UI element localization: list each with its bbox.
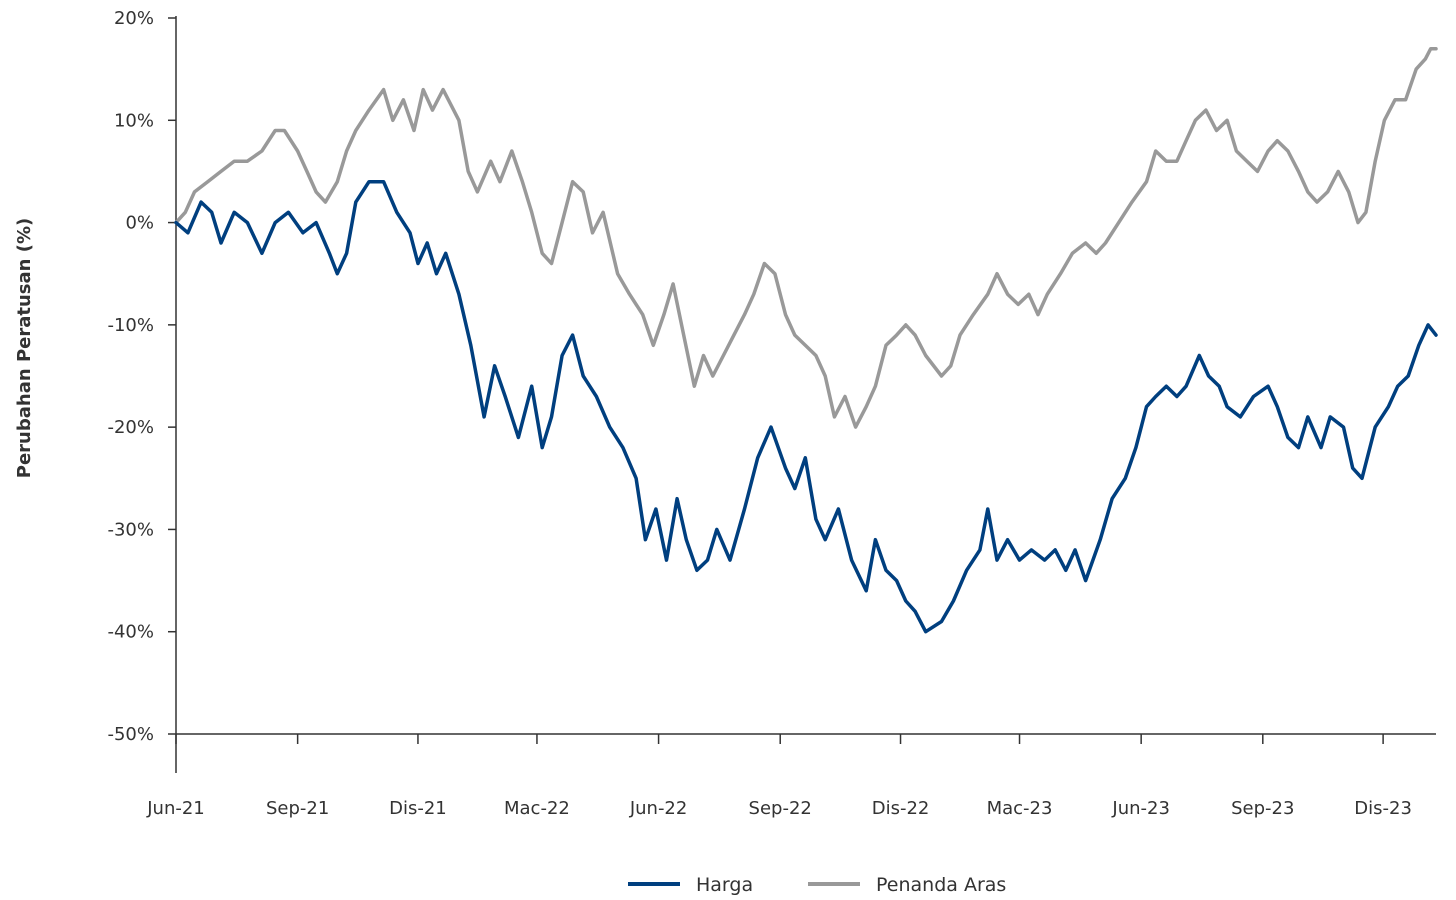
x-tick-label: Sep-23 bbox=[1231, 798, 1294, 819]
y-tick-label: 0% bbox=[125, 213, 154, 234]
y-tick-label: 10% bbox=[114, 110, 154, 131]
x-tick-label: Dis-22 bbox=[872, 798, 930, 819]
x-tick-label: Dis-23 bbox=[1354, 798, 1412, 819]
x-axis-ticks: Jun-21 Sep-21 Dis-21 Mac-22 Jun-22 Sep-22 Dis-… bbox=[146, 734, 1412, 819]
series-line-harga bbox=[174, 179, 1438, 634]
x-tick-label: Jun-21 bbox=[146, 798, 205, 819]
x-tick-label: Mac-23 bbox=[987, 798, 1053, 819]
legend-label-penanda-aras: Penanda Aras bbox=[876, 874, 1006, 896]
x-tick-label: Mac-22 bbox=[504, 798, 570, 819]
y-tick-label: 20% bbox=[114, 8, 154, 29]
series-lines bbox=[174, 46, 1438, 634]
series-line-penanda-aras bbox=[174, 46, 1438, 429]
x-tick-label: Jun-23 bbox=[1111, 798, 1170, 819]
y-tick-label: -10% bbox=[107, 315, 154, 336]
legend-label-harga: Harga bbox=[696, 874, 753, 896]
y-tick-label: -20% bbox=[107, 417, 154, 438]
y-tick-label: -50% bbox=[107, 724, 154, 745]
legend: Harga Penanda Aras bbox=[628, 874, 1006, 896]
y-axis-title: Perubahan Peratusan (%) bbox=[14, 218, 35, 478]
y-tick-label: -40% bbox=[107, 622, 154, 643]
y-tick-label: -30% bbox=[107, 519, 154, 540]
x-tick-label: Dis-21 bbox=[389, 798, 447, 819]
x-tick-label: Jun-22 bbox=[629, 798, 688, 819]
y-axis-ticks: 20% 10% 0% -10% -20% -30% -40% -50% bbox=[107, 8, 176, 745]
x-tick-label: Sep-22 bbox=[749, 798, 812, 819]
x-tick-label: Sep-21 bbox=[266, 798, 329, 819]
